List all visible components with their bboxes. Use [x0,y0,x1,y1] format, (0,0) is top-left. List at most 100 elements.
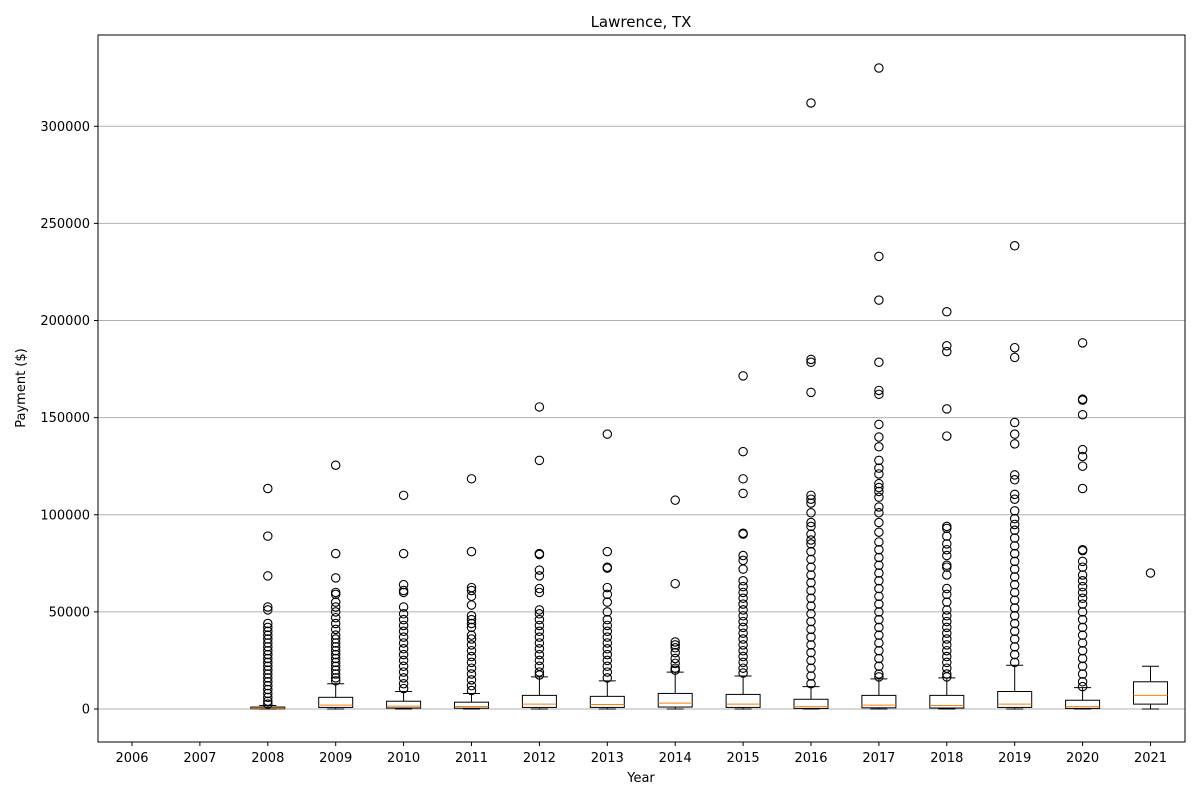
outlier-point [806,616,816,627]
box-2016 [793,98,829,710]
x-tick-label: 2016 [794,751,827,766]
outlier-point [874,419,884,430]
box-iqr [386,700,422,709]
outlier-point [942,672,952,682]
outlier-point [602,632,613,642]
outlier-point [602,667,613,677]
outlier-point [263,653,273,664]
x-tick-label: 2006 [115,751,148,766]
outlier-point [1077,562,1088,572]
outlier-point [942,651,952,662]
outlier-point [738,474,748,484]
outlier-point [942,531,952,541]
outlier-point [738,634,748,644]
x-tick-label: 2011 [455,751,488,766]
outlier-point [942,521,952,532]
outlier-point [806,562,816,572]
outlier-point [1009,541,1020,551]
outlier-point [738,651,748,662]
outlier-point [874,482,884,493]
outlier-point [398,626,409,637]
outlier-point [738,576,748,586]
outlier-point [670,658,680,669]
outlier-point [806,663,816,673]
outlier-point [466,618,477,629]
outlier-point [942,589,952,600]
outlier-point [1077,581,1088,592]
outlier-point [806,357,816,368]
outlier-point [330,669,341,679]
outlier-point [738,446,748,457]
outlier-point [1009,634,1020,644]
box-2020 [1065,338,1101,710]
outlier-point [738,668,748,678]
outlier-point [330,645,341,656]
outlier-point [942,669,952,679]
outlier-point [534,605,545,615]
outlier-point [874,357,884,368]
y-tick-label: 0 [82,702,90,717]
outlier-point [534,620,545,631]
outlier-point [1009,417,1020,428]
outlier-point [874,599,884,609]
outlier-point [670,665,680,675]
outlier-point [466,675,477,685]
outlier-point [466,663,477,673]
outlier-point [330,612,341,623]
outlier-point [534,609,545,619]
outlier-point [874,672,884,682]
outlier-point [330,634,341,644]
outlier-point [602,589,613,600]
outlier-point [466,680,477,691]
outlier-point [806,678,816,689]
outlier-point [1009,587,1020,598]
outlier-point [874,576,884,586]
outlier-point [942,523,952,534]
outlier-point [1009,579,1020,590]
outlier-point [806,498,816,508]
outlier-point [806,632,816,642]
outlier-point [942,562,952,572]
outlier-point [602,661,613,671]
outlier-point [1009,489,1020,500]
outlier-point [534,583,545,594]
outlier-point [1009,533,1020,543]
box-2019 [997,240,1033,710]
outlier-point [466,634,477,644]
box-2009 [318,460,354,710]
outlier-point [398,644,409,654]
outlier-point [1009,475,1020,485]
outlier-point [942,640,952,650]
outlier-point [942,597,952,607]
outlier-point [874,568,884,578]
box-iqr [861,694,897,709]
outlier-point [398,673,409,683]
outlier-point [806,647,816,658]
box-iqr [318,696,354,708]
outlier-point [806,354,816,365]
outlier-point [1009,603,1020,613]
outlier-point [942,622,952,633]
outlier-point [806,554,816,565]
x-tick-label: 2015 [727,751,760,766]
outlier-point [874,508,884,518]
outlier-point [330,589,341,600]
outlier-point [263,626,273,637]
box-2013 [589,429,625,710]
outlier-point [806,517,816,528]
outlier-point [806,521,816,532]
x-tick-label: 2012 [523,751,556,766]
outlier-point [806,490,816,501]
outlier-point [1009,572,1020,582]
outlier-point [534,455,545,466]
y-axis-label: Payment ($) [14,348,29,427]
outlier-point [738,599,748,609]
outlier-point [738,657,748,668]
outlier-point [263,684,273,695]
outlier-point [806,570,816,580]
outlier-point [466,600,477,610]
outlier-point [602,655,613,666]
outlier-point [874,251,884,262]
outlier-point [806,535,816,545]
outlier-point [398,614,409,625]
